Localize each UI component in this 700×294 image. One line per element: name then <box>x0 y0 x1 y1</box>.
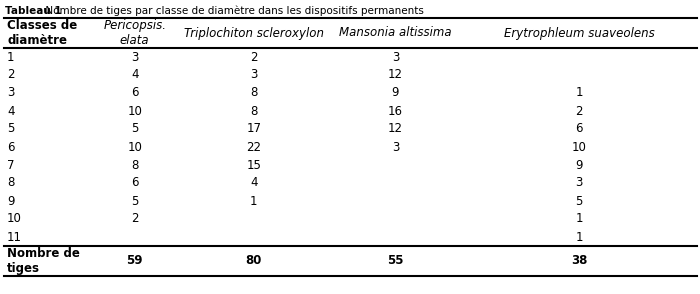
Text: 8: 8 <box>7 176 15 190</box>
Text: 3: 3 <box>392 51 399 64</box>
Text: 59: 59 <box>127 255 143 268</box>
Text: 4: 4 <box>131 69 139 81</box>
Text: 3: 3 <box>392 141 399 153</box>
Text: 3: 3 <box>131 51 139 64</box>
Text: 3: 3 <box>575 176 583 190</box>
Text: 15: 15 <box>246 158 261 171</box>
Text: 6: 6 <box>131 86 139 99</box>
Text: 10: 10 <box>7 213 22 225</box>
Text: 6: 6 <box>7 141 15 153</box>
Text: 7: 7 <box>7 158 15 171</box>
Text: 1: 1 <box>575 86 583 99</box>
Text: Pericopsis.
elata: Pericopsis. elata <box>104 19 167 47</box>
Text: 5: 5 <box>131 123 139 136</box>
Text: 10: 10 <box>572 141 587 153</box>
Text: 8: 8 <box>250 86 258 99</box>
Text: 2: 2 <box>7 69 15 81</box>
Text: 4: 4 <box>250 176 258 190</box>
Text: 1: 1 <box>7 51 15 64</box>
Text: 12: 12 <box>388 69 403 81</box>
Text: 5: 5 <box>7 123 15 136</box>
Text: 10: 10 <box>127 104 142 118</box>
Text: : Nombre de tiges par classe de diamètre dans les dispositifs permanents: : Nombre de tiges par classe de diamètre… <box>6 6 424 16</box>
Text: 17: 17 <box>246 123 261 136</box>
Text: Triplochiton scleroxylon: Triplochiton scleroxylon <box>183 26 323 39</box>
Text: 5: 5 <box>131 195 139 208</box>
Text: Classes de
diamètre: Classes de diamètre <box>7 19 77 47</box>
Text: 6: 6 <box>575 123 583 136</box>
Text: 9: 9 <box>575 158 583 171</box>
Text: 11: 11 <box>7 230 22 243</box>
Text: Tableau 1: Tableau 1 <box>5 6 62 16</box>
Text: 1: 1 <box>575 213 583 225</box>
Text: 5: 5 <box>575 195 583 208</box>
Text: 8: 8 <box>250 104 258 118</box>
Text: Nombre de
tiges: Nombre de tiges <box>7 247 80 275</box>
Text: 9: 9 <box>7 195 15 208</box>
Text: 3: 3 <box>250 69 258 81</box>
Text: 2: 2 <box>575 104 583 118</box>
Text: 3: 3 <box>7 86 15 99</box>
Text: 16: 16 <box>388 104 403 118</box>
Text: 8: 8 <box>131 158 139 171</box>
Text: 12: 12 <box>388 123 403 136</box>
Text: 6: 6 <box>131 176 139 190</box>
Text: 38: 38 <box>571 255 587 268</box>
Text: 22: 22 <box>246 141 261 153</box>
Text: 1: 1 <box>575 230 583 243</box>
Text: 55: 55 <box>387 255 404 268</box>
Text: 1: 1 <box>250 195 258 208</box>
Text: 80: 80 <box>246 255 262 268</box>
Text: 9: 9 <box>392 86 399 99</box>
Text: 4: 4 <box>7 104 15 118</box>
Text: Mansonia altissima: Mansonia altissima <box>340 26 452 39</box>
Text: 2: 2 <box>131 213 139 225</box>
Text: 10: 10 <box>127 141 142 153</box>
Text: 2: 2 <box>250 51 258 64</box>
Text: Erytrophleum suaveolens: Erytrophleum suaveolens <box>504 26 654 39</box>
